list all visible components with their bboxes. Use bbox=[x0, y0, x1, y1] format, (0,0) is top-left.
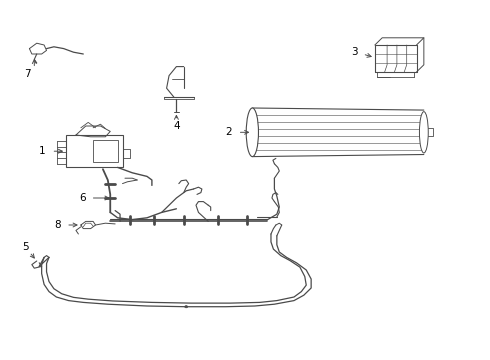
Text: 1: 1 bbox=[38, 146, 45, 156]
Text: 7: 7 bbox=[24, 69, 30, 79]
Ellipse shape bbox=[419, 112, 428, 153]
Text: 3: 3 bbox=[351, 47, 358, 57]
Text: 4: 4 bbox=[173, 121, 180, 131]
Text: 8: 8 bbox=[54, 220, 61, 230]
Ellipse shape bbox=[246, 108, 259, 157]
Text: 6: 6 bbox=[79, 193, 86, 203]
Text: 2: 2 bbox=[225, 127, 232, 137]
Bar bbox=[93, 140, 118, 162]
Bar bbox=[66, 135, 122, 167]
Ellipse shape bbox=[185, 306, 188, 308]
Text: 5: 5 bbox=[23, 242, 29, 252]
